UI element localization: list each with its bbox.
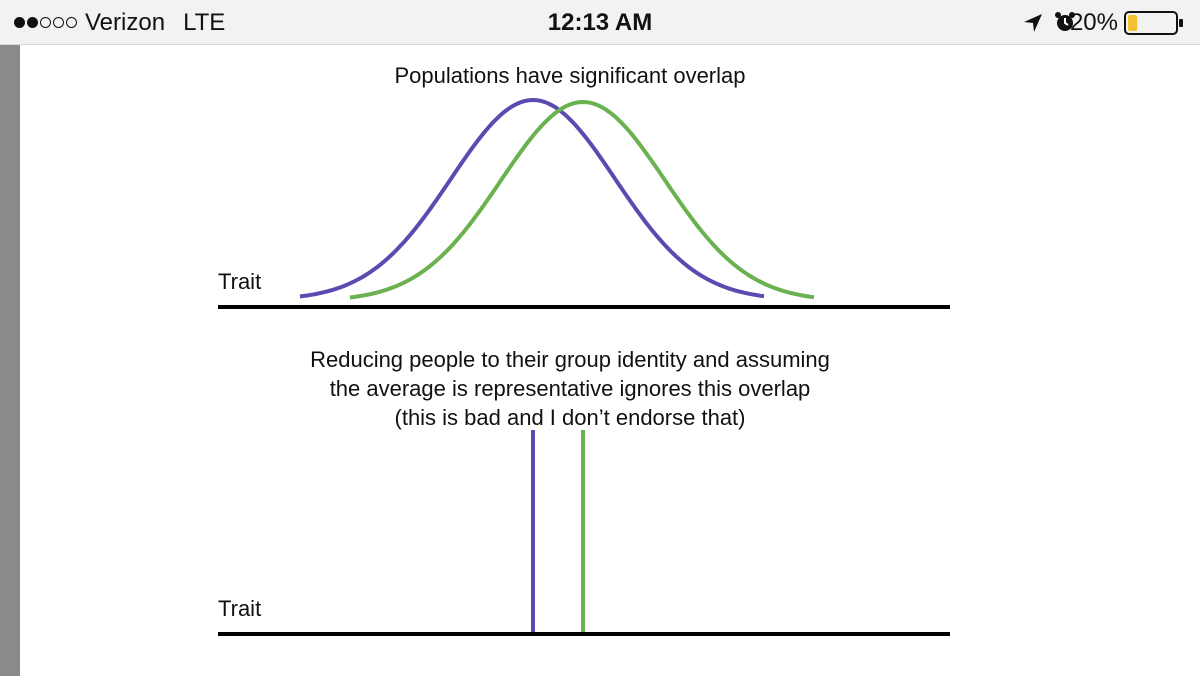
caption-line: (this is bad and I don’t endorse that) bbox=[394, 405, 746, 430]
alarm-clock-icon bbox=[1055, 12, 1075, 31]
caption-line: the average is representative ignores th… bbox=[329, 376, 811, 401]
carrier-name: Verizon bbox=[85, 9, 166, 36]
location-arrow-icon bbox=[1024, 14, 1042, 32]
network-type: LTE bbox=[183, 9, 226, 36]
carrier-info: Verizon LTE bbox=[14, 9, 225, 37]
distribution-plot bbox=[218, 97, 950, 636]
battery-percent: 20% bbox=[1069, 9, 1118, 36]
figure-caption: Reducing people to their group identity … bbox=[220, 345, 920, 432]
caption-line: Reducing people to their group identity … bbox=[310, 347, 830, 372]
purple-distribution-curve bbox=[299, 97, 765, 299]
figure-image: Populations have significant overlap Tra… bbox=[20, 45, 1200, 676]
left-edge-strip bbox=[0, 45, 20, 676]
battery-level-fill bbox=[1128, 15, 1138, 31]
clock-time: 12:13 AM bbox=[547, 9, 653, 36]
figure-title-overlap: Populations have significant overlap bbox=[394, 63, 746, 88]
status-bar: Verizon LTE 12:13 AM 20% bbox=[0, 0, 1200, 45]
trait-axis-label-top: Trait bbox=[218, 269, 262, 294]
trait-axis-label-bottom: Trait bbox=[218, 596, 262, 621]
green-distribution-curve bbox=[349, 99, 815, 300]
battery-icon bbox=[1124, 11, 1183, 35]
signal-strength-icon bbox=[14, 9, 79, 36]
